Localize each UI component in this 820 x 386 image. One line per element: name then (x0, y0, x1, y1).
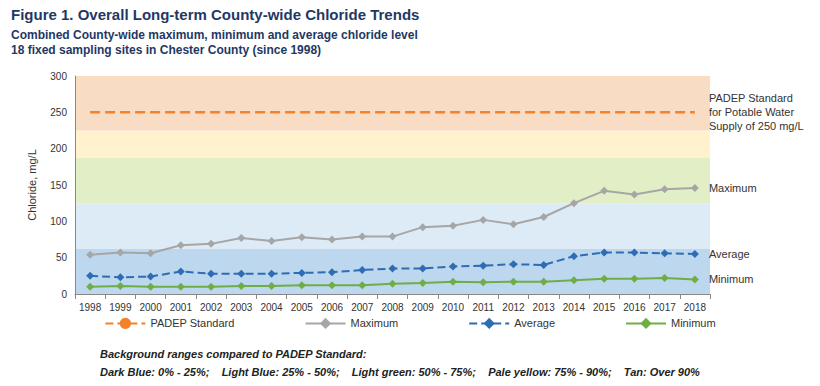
svg-text:2004: 2004 (260, 302, 283, 313)
svg-text:2001: 2001 (170, 302, 193, 313)
svg-text:Average: Average (514, 317, 555, 329)
svg-text:2013: 2013 (533, 302, 556, 313)
svg-text:100: 100 (50, 216, 67, 227)
svg-text:Minimum: Minimum (709, 273, 754, 285)
svg-text:Dark Blue: 0% - 25%; Light: Dark Blue: 0% - 25%; Light Blue: 25% - 5… (100, 366, 700, 378)
svg-text:Supply of 250 mg/L: Supply of 250 mg/L (709, 120, 804, 132)
svg-text:0: 0 (61, 289, 67, 300)
svg-text:Average: Average (709, 248, 750, 260)
svg-text:Chloride, mg/L: Chloride, mg/L (26, 149, 38, 221)
svg-text:Background ranges compared to: Background ranges compared to PADEP Stan… (100, 348, 367, 360)
svg-text:2011: 2011 (472, 302, 494, 313)
svg-text:Minimum: Minimum (671, 317, 716, 329)
svg-text:PADEP Standard: PADEP Standard (709, 92, 796, 104)
svg-text:Maximum: Maximum (709, 182, 757, 194)
svg-text:300: 300 (50, 71, 67, 82)
svg-text:2010: 2010 (442, 302, 465, 313)
svg-text:PADEP Standard: PADEP Standard (150, 317, 234, 329)
svg-text:2007: 2007 (351, 302, 374, 313)
svg-text:250: 250 (50, 107, 67, 118)
svg-text:Figure 1. Overall Long-term Co: Figure 1. Overall Long-term County-wide … (11, 6, 419, 23)
svg-text:1998: 1998 (79, 302, 102, 313)
svg-text:2014: 2014 (563, 302, 586, 313)
svg-text:Maximum: Maximum (351, 317, 399, 329)
svg-text:1999: 1999 (109, 302, 132, 313)
svg-text:200: 200 (50, 143, 67, 154)
svg-text:2000: 2000 (139, 302, 162, 313)
svg-text:2003: 2003 (230, 302, 253, 313)
svg-text:2008: 2008 (381, 302, 404, 313)
svg-text:2006: 2006 (321, 302, 344, 313)
svg-text:2015: 2015 (593, 302, 616, 313)
svg-text:2005: 2005 (291, 302, 314, 313)
svg-text:for Potable Water: for Potable Water (709, 106, 797, 118)
svg-text:2018: 2018 (684, 302, 707, 313)
svg-text:150: 150 (50, 180, 67, 191)
svg-text:18 fixed sampling sites in Che: 18 fixed sampling sites in Chester Count… (11, 43, 321, 57)
svg-text:2017: 2017 (654, 302, 677, 313)
svg-text:50: 50 (56, 252, 68, 263)
svg-text:2016: 2016 (623, 302, 646, 313)
svg-text:Combined County-wide maximum,: Combined County-wide maximum, minimum an… (11, 28, 418, 42)
svg-text:2012: 2012 (502, 302, 525, 313)
svg-text:2009: 2009 (412, 302, 435, 313)
svg-text:2002: 2002 (200, 302, 223, 313)
